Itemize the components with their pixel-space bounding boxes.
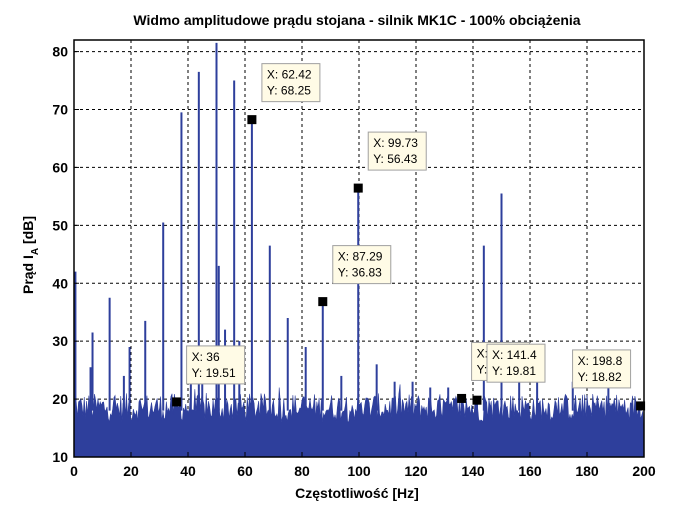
datatip: X: 36 Y: 19.51: [186, 345, 246, 385]
x-tick-label: 60: [237, 463, 253, 479]
datatip-y-label: Y: 19.51: [192, 366, 236, 380]
datatip-y-label: Y: 36.83: [338, 266, 382, 280]
chart-title: Widmo amplitudowe prądu stojana - silnik…: [133, 12, 580, 28]
x-tick-label: 20: [123, 463, 139, 479]
x-tick-label: 140: [461, 463, 485, 479]
datatip-box: [367, 131, 427, 171]
y-tick-label: 60: [52, 159, 68, 175]
y-axis-label: Prąd IA [dB]: [20, 216, 41, 294]
y-axis-label-main: Prąd I: [20, 255, 36, 294]
x-axis-label: Częstotliwość [Hz]: [295, 485, 419, 501]
datatip-marker: [636, 401, 646, 411]
x-tick-label: 100: [347, 463, 371, 479]
datatip-x-label: X: 62.42: [267, 68, 312, 82]
x-tick-label: 160: [518, 463, 542, 479]
datatip-marker: [172, 397, 182, 407]
x-tick-label: 40: [180, 463, 196, 479]
datatip-marker: [247, 115, 257, 125]
x-tick-label: 200: [632, 463, 656, 479]
datatip-y-label: Y: 68.25: [267, 84, 311, 98]
datatip-box: [572, 349, 632, 389]
y-tick-label: 30: [52, 333, 68, 349]
y-tick-label: 10: [52, 449, 68, 465]
y-axis-label-subscript: A: [30, 248, 41, 255]
y-tick-label: 50: [52, 217, 68, 233]
y-tick-label: 40: [52, 275, 68, 291]
datatip-y-label: Y: 56.43: [373, 152, 417, 166]
datatip-marker: [353, 183, 363, 193]
datatip-box: [486, 343, 546, 383]
datatip-box: [186, 345, 246, 385]
datatip-markers: [172, 115, 646, 411]
datatips: X: 62.42 Y: 68.25 X: 99.73 Y: 56.43 X: 87.29…: [186, 63, 632, 389]
datatip: X: 99.73 Y: 56.43: [367, 131, 427, 171]
datatip: X: 198.8 Y: 18.82: [572, 349, 632, 389]
x-tick-label: 180: [575, 463, 599, 479]
datatip-x-label: X: 99.73: [373, 136, 418, 150]
x-axis-ticks: 0 20 40 60 80 100 120 140 160 180 200: [70, 452, 656, 479]
datatip-x-label: X: 87.29: [338, 250, 383, 264]
datatip-x-label: X: 36: [192, 350, 220, 364]
y-axis-label-unit: [dB]: [20, 216, 36, 248]
x-tick-label: 120: [404, 463, 428, 479]
datatip-x-label: X: 141.4: [492, 348, 537, 362]
datatip-marker: [318, 297, 328, 307]
datatip-y-label: Y: 19.81: [492, 364, 536, 378]
datatip-box: [332, 245, 392, 285]
datatip-y-label: Y: 18.82: [578, 370, 622, 384]
y-axis-ticks: 10 20 30 40 50 60 70 80: [52, 44, 79, 465]
datatip-x-label: X: 198.8: [578, 354, 623, 368]
datatip-marker: [472, 395, 482, 405]
datatip: X: 87.29 Y: 36.83: [332, 245, 392, 285]
x-tick-label: 0: [70, 463, 78, 479]
x-tick-label: 80: [294, 463, 310, 479]
y-tick-label: 20: [52, 391, 68, 407]
y-tick-label: 80: [52, 44, 68, 60]
datatip-marker: [457, 393, 467, 403]
datatip: X: 62.42 Y: 68.25: [261, 63, 321, 103]
y-tick-label: 70: [52, 102, 68, 118]
datatip-box: [261, 63, 321, 103]
datatip: X: 141.4 Y: 19.81: [486, 343, 546, 383]
